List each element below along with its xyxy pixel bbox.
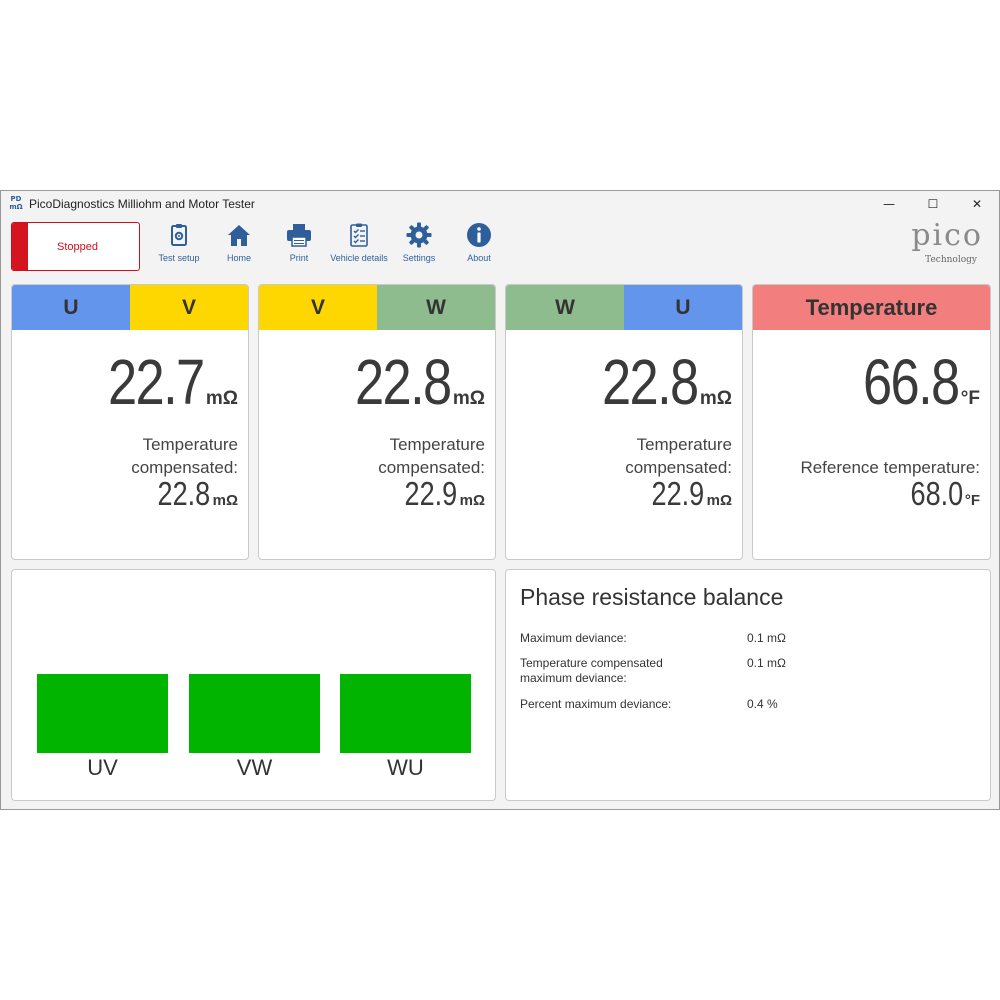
window-controls: — ☐ ✕ [867,191,999,217]
compensated-unit: mΩ [706,492,732,509]
compensated-number: 22.8 [157,475,211,512]
card-header: V W [259,285,495,330]
phase-balance-panel: Phase resistance balance Maximum devianc… [505,569,991,801]
pico-logo: pico Technology [877,221,987,271]
reference-temperature-number: 68.0 [910,475,963,512]
settings-button[interactable]: Settings [384,221,454,271]
card-header: W U [506,285,742,330]
phase-balance-title: Phase resistance balance [520,584,784,610]
reference-temperature-value: 68.0 °F [899,475,980,513]
gear-icon [406,222,432,248]
resistance-number: 22.8 [355,346,452,418]
resistance-card-wu: W U 22.8 mΩ Temperature compensated: 22.… [505,284,743,560]
comp-max-deviance-label: Temperature compensated maximum deviance… [520,656,663,686]
comp-max-deviance-label-line-1: Temperature compensated [520,656,663,670]
balance-bar-label: UV [87,755,118,780]
percent-max-deviance-value: 0.4 % [747,697,778,711]
minimize-button[interactable]: — [883,197,895,211]
title-bar: PD mΩ PicoDiagnostics Milliohm and Motor … [1,191,999,217]
stop-button-label: Stopped [57,240,98,253]
home-icon [228,225,250,246]
print-button[interactable]: Print [264,221,334,271]
balance-bar-wu [340,674,471,753]
balance-bar-uv [37,674,168,753]
phase-label: V [259,285,377,330]
reference-temperature-label: Reference temperature: [800,458,980,477]
temperature-header: Temperature [753,285,990,330]
test-setup-label: Test setup [158,253,200,263]
resistance-value: 22.7 mΩ [87,345,238,419]
compensated-label-line-1: Temperature [389,435,485,454]
temperature-card: Temperature 66.8 °F Reference temperatur… [752,284,991,560]
phase-label: U [624,285,742,330]
maximize-button[interactable]: ☐ [927,197,939,211]
compensated-number: 22.9 [651,475,705,512]
app-icon: PD mΩ [9,195,23,211]
settings-label: Settings [402,253,436,263]
percent-max-deviance-label: Percent maximum deviance: [520,697,672,711]
home-label: Home [226,253,251,263]
compensated-label-line-2: compensated: [625,458,732,477]
resistance-value: 22.8 mΩ [581,345,732,419]
compensated-unit: mΩ [459,492,485,509]
compensated-label-line-2: compensated: [378,458,485,477]
balance-bar-label: WU [387,755,424,780]
compensated-label: Temperature compensated: [378,433,485,479]
max-deviance-label: Maximum deviance: [520,631,627,645]
comp-max-deviance-value: 0.1 mΩ [747,656,786,670]
print-label: Print [289,253,309,263]
resistance-unit: mΩ [452,388,485,409]
compensated-value: 22.8 mΩ [146,475,238,513]
compensated-value: 22.9 mΩ [393,475,485,513]
resistance-value: 22.8 mΩ [334,345,485,419]
phase-label: W [506,285,624,330]
compensated-label-line-1: Temperature [636,435,732,454]
vehicle-details-button[interactable]: Vehicle details [324,221,394,271]
compensated-label: Temperature compensated: [131,433,238,479]
max-deviance-value: 0.1 mΩ [747,631,786,645]
resistance-card-vw: V W 22.8 mΩ Temperature compensated: 22.… [258,284,496,560]
logo-word: pico [911,218,983,253]
compensated-unit: mΩ [212,492,238,509]
temperature-unit: °F [960,388,980,409]
balance-bar-label: VW [236,755,273,780]
about-label: About [467,253,491,263]
app-window: PD mΩ PicoDiagnostics Milliohm and Motor … [0,190,1000,810]
compensated-number: 22.9 [404,475,458,512]
resistance-number: 22.7 [108,346,205,418]
balance-bars-panel: UV VW WU [11,569,496,801]
compensated-label-line-1: Temperature [142,435,238,454]
resistance-card-uv: U V 22.7 mΩ Temperature compensated: 22.… [11,284,249,560]
compensated-value: 22.9 mΩ [640,475,732,513]
close-button[interactable]: ✕ [971,197,983,211]
card-header: Temperature [753,285,990,330]
phase-label: V [130,285,248,330]
balance-bar-vw [189,674,320,753]
logo-subtitle: Technology [925,255,977,265]
checklist-icon [350,223,368,247]
toolbar: Stopped Test setup Home [1,217,999,277]
comp-max-deviance-label-line-2: maximum deviance: [520,671,627,685]
stop-indicator [12,223,28,270]
card-header: U V [12,285,248,330]
compensated-label: Temperature compensated: [625,433,732,479]
phase-label: U [12,285,130,330]
info-icon [467,223,491,247]
vehicle-details-label: Vehicle details [330,253,388,263]
home-button[interactable]: Home [204,221,274,271]
reference-temperature-unit: °F [964,492,980,509]
resistance-unit: mΩ [205,388,238,409]
about-button[interactable]: About [444,221,514,271]
resistance-unit: mΩ [699,388,732,409]
compensated-label-line-2: compensated: [131,458,238,477]
window-title: PicoDiagnostics Milliohm and Motor Teste… [29,197,255,211]
phase-label: W [377,285,495,330]
clipboard-gear-icon [171,224,187,246]
test-setup-button[interactable]: Test setup [144,221,214,271]
stop-button[interactable]: Stopped [11,222,140,271]
temperature-number: 66.8 [863,346,960,418]
temperature-value: 66.8 °F [842,345,980,419]
printer-icon [287,224,311,247]
resistance-number: 22.8 [602,346,699,418]
